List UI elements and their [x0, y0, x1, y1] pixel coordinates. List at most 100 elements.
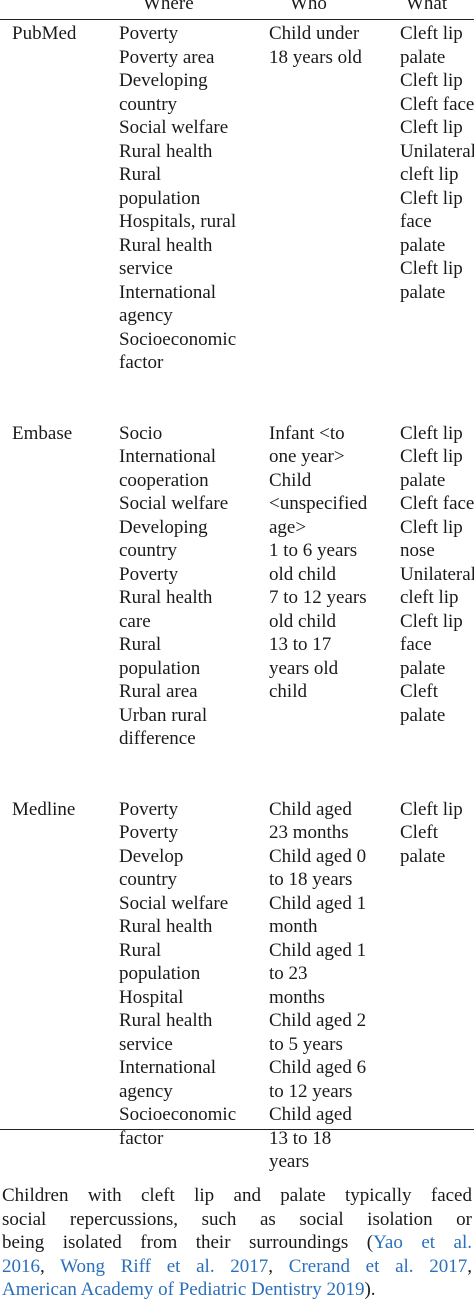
what-term: Cleft lip: [400, 187, 463, 209]
who-term: 13 to 18: [269, 1127, 332, 1149]
where-term: Rural health: [119, 587, 213, 608]
where-term: Poverty area: [119, 46, 215, 68]
what-term: Cleft: [400, 681, 438, 702]
where-term: population: [119, 657, 201, 679]
body-paragraph: Children with cleft lip and palate typic…: [2, 1184, 472, 1302]
where-term: Social welfare: [119, 892, 229, 914]
citation-link[interactable]: American Academy of Pediatric Dentistry …: [2, 1279, 365, 1300]
where-term: International: [119, 1057, 217, 1078]
paragraph-line: social repercussions, such as social iso…: [2, 1208, 472, 1230]
who-term: age>: [269, 516, 307, 538]
header-rule: [0, 19, 474, 20]
what-term: nose: [400, 540, 435, 561]
where-term: cooperation: [119, 469, 209, 491]
who-term: Child under: [269, 23, 360, 44]
what-cell: Cleft lip Cleft lip palate Cleft face Cl…: [400, 422, 474, 751]
where-term: Rural health: [119, 916, 213, 937]
who-term: Child aged: [269, 1104, 352, 1125]
where-term: Developing: [119, 516, 208, 538]
who-term: one year>: [269, 446, 345, 467]
who-term: 23 months: [269, 822, 349, 843]
who-cell: Child under 18 years old: [269, 22, 400, 375]
what-term: palate: [400, 657, 446, 679]
what-term: cleft lip: [400, 164, 459, 185]
where-term: country: [119, 93, 178, 115]
where-term: country: [119, 869, 178, 890]
what-term: face: [400, 211, 432, 232]
where-term: Rural: [119, 939, 162, 961]
citation-link[interactable]: 2016: [2, 1255, 40, 1277]
who-term: to 5 years: [269, 1033, 343, 1055]
row-spacer: [0, 751, 474, 798]
what-term: palate: [400, 469, 446, 491]
what-term: Unilateral: [400, 563, 474, 585]
who-term: Child aged 1: [269, 892, 367, 914]
who-term: old child: [269, 563, 337, 585]
where-term: difference: [119, 728, 196, 749]
what-term: Cleft face: [400, 493, 474, 514]
who-term: month: [269, 916, 318, 937]
what-term: Unilateral: [400, 140, 474, 162]
who-term: Child aged 6: [269, 1057, 367, 1078]
citation-link[interactable]: Crerand et al. 2017: [288, 1255, 468, 1277]
where-term: Socio: [119, 422, 163, 444]
where-term: population: [119, 963, 201, 984]
who-term: to 18 years: [269, 869, 353, 890]
citation-link[interactable]: Wong Riff et al. 2017: [60, 1255, 269, 1277]
what-term: Cleft lip: [400, 258, 463, 279]
who-cell: Infant <to one year> Child <unspecified …: [269, 422, 400, 751]
where-term: Developing: [119, 70, 208, 91]
header-where: Where: [143, 0, 194, 14]
where-term: Rural health: [119, 1010, 213, 1031]
who-term: 1 to 6 years: [269, 540, 358, 561]
where-term: Socioeconomic: [119, 1104, 237, 1125]
database-cell: Embase: [0, 422, 119, 751]
what-term: palate: [400, 845, 446, 867]
who-term: 18 years old: [269, 46, 362, 68]
table-row: Medline Poverty Poverty Develop country …: [0, 798, 474, 1174]
where-term: International: [119, 446, 217, 467]
where-term: population: [119, 187, 201, 209]
where-term: Hospital: [119, 986, 184, 1008]
table-bottom-rule: [0, 1129, 474, 1130]
where-cell: Poverty Poverty Develop country Social w…: [119, 798, 269, 1174]
where-term: Urban rural: [119, 704, 208, 726]
where-term: agency: [119, 305, 173, 326]
citation-link[interactable]: Yao et al.: [373, 1232, 472, 1253]
what-term: Cleft lip: [400, 516, 463, 538]
where-term: Social welfare: [119, 117, 229, 138]
where-term: agency: [119, 1080, 173, 1102]
what-term: palate: [400, 704, 446, 726]
what-term: Cleft lip: [400, 117, 463, 138]
who-term: old child: [269, 610, 337, 632]
where-term: Rural: [119, 164, 162, 185]
who-term: months: [269, 986, 325, 1008]
where-term: care: [119, 610, 151, 632]
what-term: face: [400, 634, 432, 655]
where-term: Rural health: [119, 234, 213, 256]
who-term: Child aged 1: [269, 939, 367, 961]
where-term: factor: [119, 1127, 164, 1149]
where-term: Develop: [119, 845, 184, 867]
what-term: Cleft lip: [400, 70, 463, 91]
where-term: Rural: [119, 634, 162, 655]
what-term: Cleft: [400, 822, 438, 843]
where-term: International: [119, 281, 217, 303]
what-term: palate: [400, 46, 446, 68]
database-name: PubMed: [12, 23, 77, 44]
what-term: palate: [400, 234, 446, 256]
who-term: Child aged 0: [269, 845, 367, 867]
where-cell: Socio International cooperation Social w…: [119, 422, 269, 751]
who-term: years old: [269, 657, 339, 679]
what-term: cleft lip: [400, 587, 459, 608]
who-term: 7 to 12 years: [269, 587, 367, 608]
what-term: Cleft lip: [400, 798, 463, 820]
row-spacer: [0, 375, 474, 422]
where-term: Poverty: [119, 563, 179, 585]
where-term: Social welfare: [119, 493, 229, 514]
paragraph-line: being isolated from their surroundings (…: [2, 1232, 472, 1253]
paragraph-line: American Academy of Pediatric Dentistry …: [2, 1279, 376, 1300]
who-term: child: [269, 681, 307, 702]
what-term: Cleft lip: [400, 446, 463, 467]
